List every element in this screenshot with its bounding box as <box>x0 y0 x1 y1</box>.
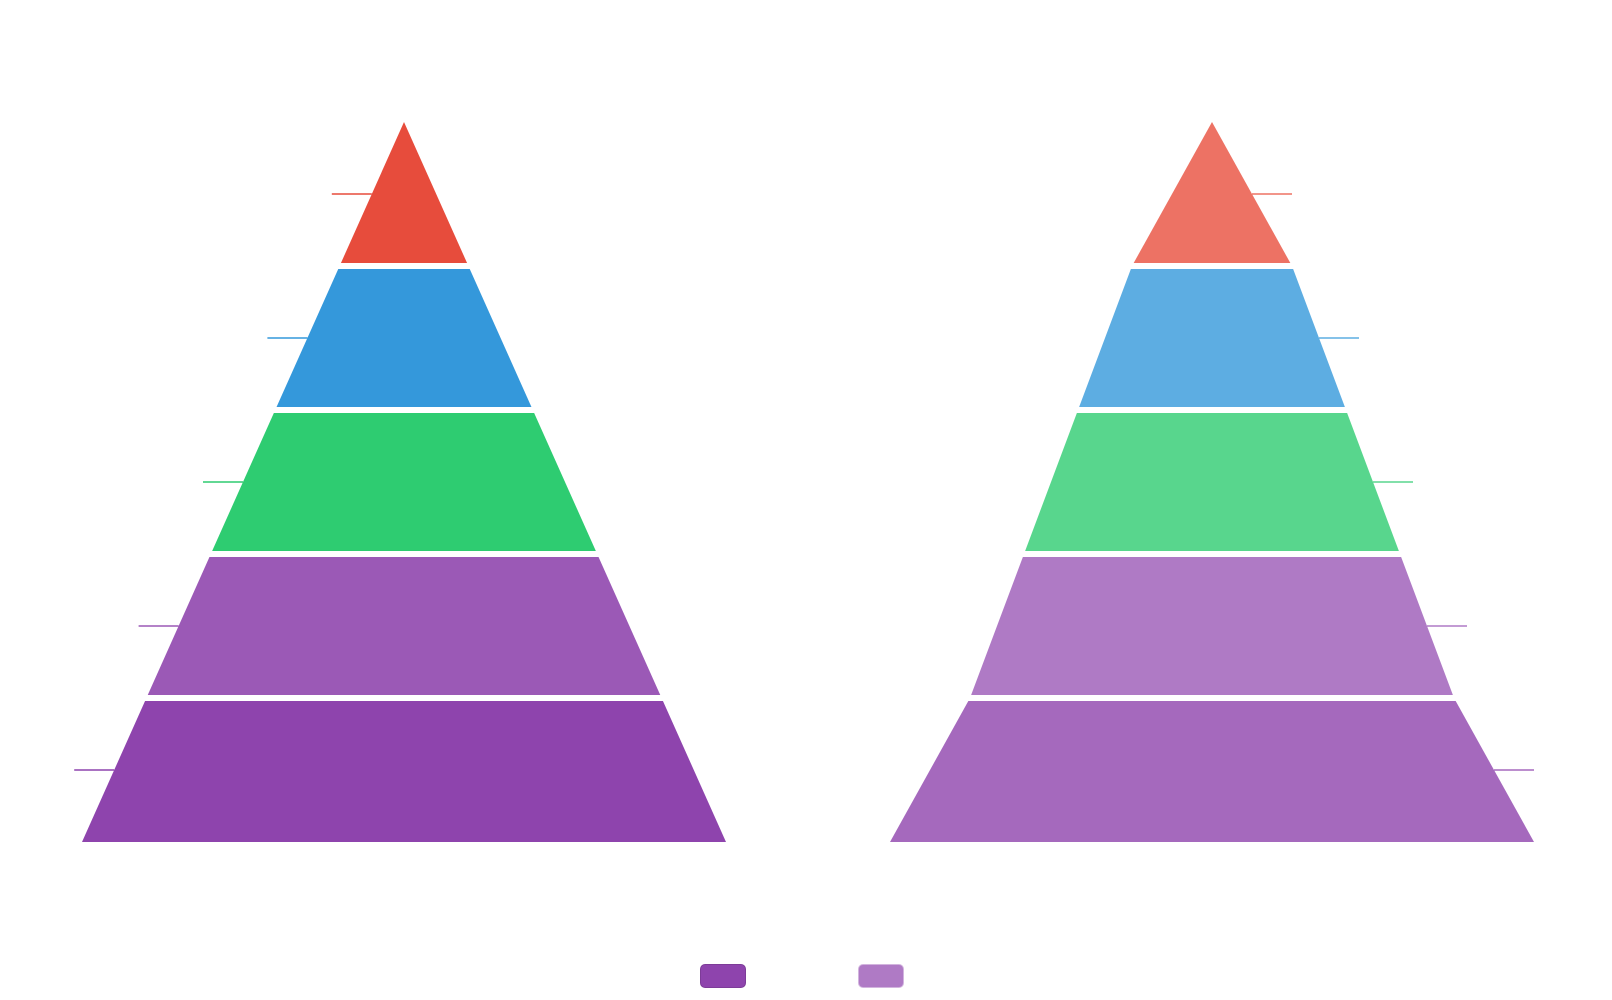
legend-item-1[interactable] <box>700 964 754 988</box>
legend-swatch <box>858 964 904 988</box>
left-pyramid <box>74 122 726 842</box>
pyramid-segment[interactable] <box>276 269 532 407</box>
pyramid-segment[interactable] <box>1079 269 1345 407</box>
right-pyramid <box>890 122 1534 842</box>
pyramid-segment[interactable] <box>1025 413 1399 551</box>
legend-swatch <box>700 964 746 988</box>
pyramid-segment[interactable] <box>212 413 596 551</box>
pyramid-segment[interactable] <box>147 557 661 695</box>
pyramid-segment[interactable] <box>82 701 726 842</box>
pyramid-segment[interactable] <box>971 557 1453 695</box>
legend-item-2[interactable] <box>858 964 912 988</box>
pyramid-segment[interactable] <box>340 122 468 263</box>
pyramid-segment[interactable] <box>1133 122 1291 263</box>
legend <box>0 964 1612 988</box>
pyramid-segment[interactable] <box>890 701 1534 842</box>
